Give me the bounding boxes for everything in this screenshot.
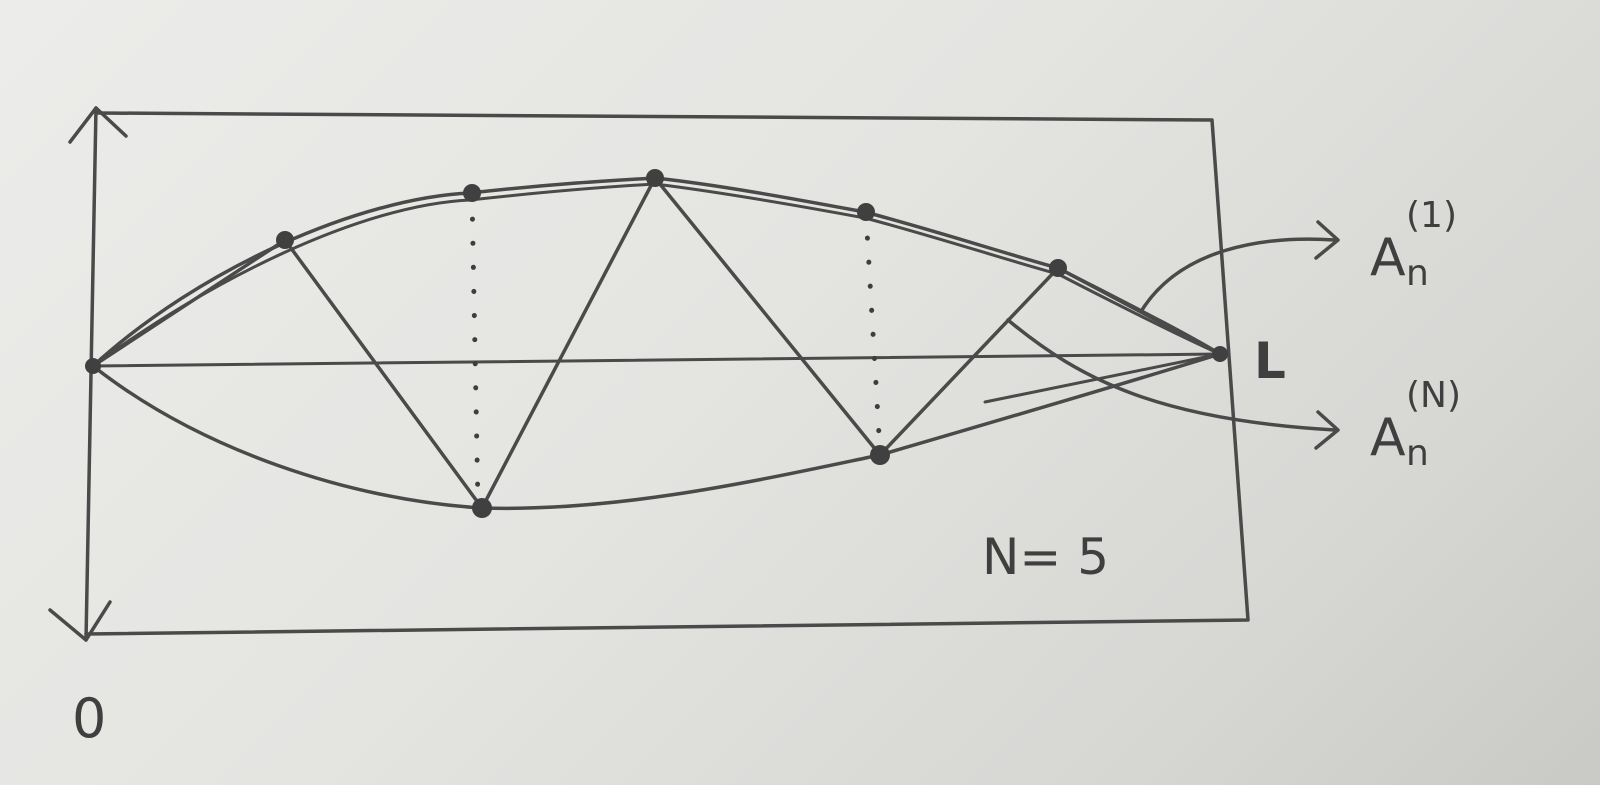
length-label: L [1254,332,1286,390]
curve-label-lower: A (N) n [1370,378,1461,472]
sample-point [1212,346,1228,362]
frame-box [84,111,1250,636]
curve-label-upper: A (1) n [1370,198,1457,292]
sample-point [472,498,492,518]
axis-arrow-top [68,106,128,144]
pointer-lower-curve [1006,318,1337,432]
sampled-extra-stroke [983,352,1222,404]
origin-label: 0 [72,687,107,750]
curve-label-lower-symbol: A [1370,408,1406,468]
curve-label-lower-superscript: (N) [1406,375,1462,416]
mode-count-label: N= 5 [982,528,1110,586]
vertical-axis [84,106,98,642]
pointer-upper-curve [1140,237,1337,312]
curve-label-upper-superscript: (1) [1406,195,1457,236]
sample-point [646,169,664,187]
sample-point [276,231,294,249]
dotted-guide-left [469,192,481,508]
equilibrium-line [91,352,1222,368]
sample-point [463,184,481,202]
sample-point [857,203,875,221]
sample-point [1049,259,1067,277]
curve-label-lower-subscript: n [1406,433,1429,474]
pointer-upper-arrowhead [1314,220,1340,260]
dotted-guide-right [863,211,883,455]
sample-point [870,445,890,465]
axis-arrow-bottom [48,600,112,642]
lower-envelope [91,352,1222,511]
curve-label-upper-subscript: n [1406,253,1429,294]
pointer-lower-arrowhead [1314,410,1340,450]
curve-label-upper-symbol: A [1370,228,1406,288]
sample-point [85,358,101,374]
